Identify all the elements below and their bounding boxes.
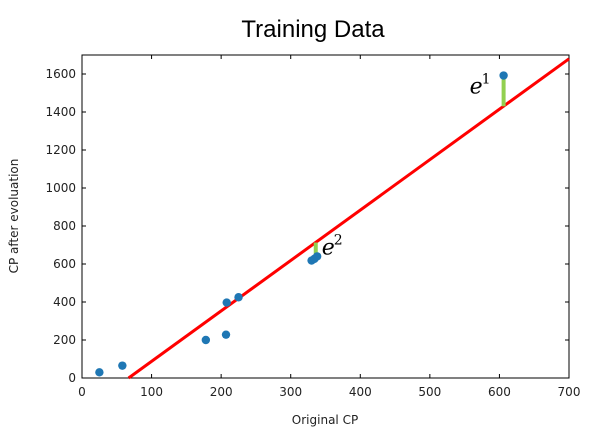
data-point: [118, 361, 127, 370]
data-point: [499, 71, 508, 80]
x-tick-label: 300: [279, 385, 302, 399]
y-tick-label: 1600: [45, 67, 76, 81]
y-tick-label: 1200: [45, 143, 76, 157]
error-annotation-2: e2: [322, 232, 343, 260]
y-tick-label: 400: [53, 295, 76, 309]
y-tick-label: 1000: [45, 181, 76, 195]
regression-line: [127, 57, 570, 380]
y-tick-label: 800: [53, 219, 76, 233]
x-axis: 0 100 200 300 400 500 600 700: [78, 55, 580, 399]
x-tick-label: 500: [418, 385, 441, 399]
x-tick-label: 200: [210, 385, 233, 399]
error-superscript: 1: [482, 72, 491, 88]
plot-area: [81, 54, 570, 379]
x-tick-label: 100: [140, 385, 163, 399]
x-tick-label: 400: [349, 385, 372, 399]
error-annotation-1: e1: [470, 72, 491, 100]
data-point: [312, 252, 322, 261]
data-point: [221, 330, 231, 339]
data-point: [95, 368, 104, 377]
error-superscript: 2: [334, 232, 343, 248]
y-tick-label: 1400: [45, 105, 76, 119]
y-axis: 0 200 400 600 800 1000 1200 1400 1600: [45, 67, 569, 385]
y-tick-label: 600: [53, 257, 76, 271]
data-point: [222, 298, 231, 307]
x-axis-label: Original CP: [292, 413, 358, 427]
data-point: [201, 335, 211, 345]
chart-title: Training Data: [241, 16, 385, 43]
error-label: e: [322, 235, 335, 260]
error-label: e: [470, 75, 483, 100]
data-point: [234, 293, 243, 302]
y-axis-label: CP after evoluation: [7, 159, 21, 274]
y-tick-label: 0: [68, 371, 76, 385]
x-tick-label: 700: [558, 385, 581, 399]
x-tick-label: 600: [488, 385, 511, 399]
x-tick-label: 0: [78, 385, 86, 399]
y-tick-label: 200: [53, 333, 76, 347]
